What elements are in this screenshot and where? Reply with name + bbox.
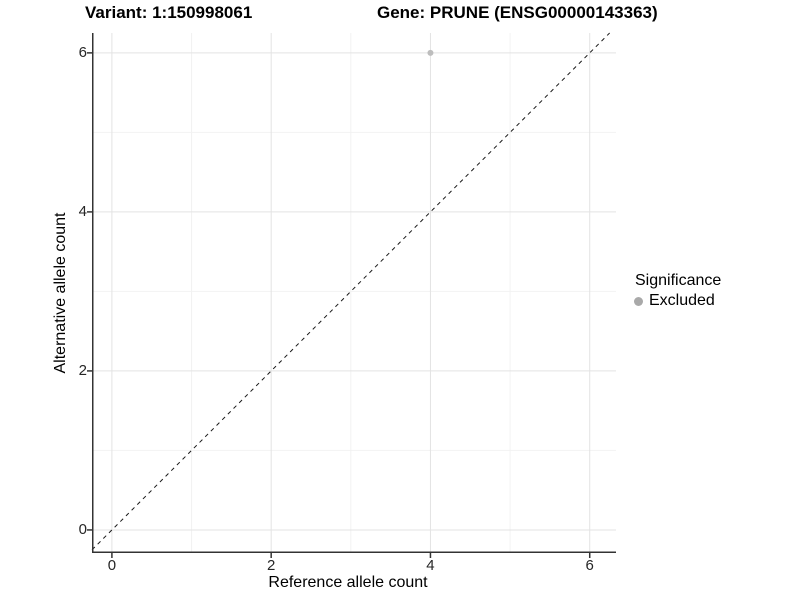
x-tick-label: 6 [585,557,594,574]
title-gene: Gene: PRUNE (ENSG00000143363) [377,3,658,22]
y-tick-label: 6 [78,43,87,61]
legend-item-excluded: Excluded [631,292,721,310]
y-axis-title: Alternative allele count [52,212,69,374]
x-tick-label: 0 [107,557,117,574]
x-tick-label: 2 [267,557,276,574]
data-point [427,49,434,56]
plot-panel [87,32,616,558]
legend-title: Significance [635,272,722,289]
legend-item-label: Excluded [649,292,715,309]
chart-canvas [87,32,616,558]
title-variant: Variant: 1:150998061 [85,3,253,22]
excluded-point-icon [634,296,643,306]
y-tick-label: 0 [78,520,87,538]
identity-line [91,32,610,551]
y-tick-label: 4 [78,202,87,220]
x-tick-label: 4 [426,557,435,574]
legend: Significance Excluded [631,272,721,310]
y-tick-label: 2 [78,361,87,379]
x-axis-title: Reference allele count [268,574,428,591]
